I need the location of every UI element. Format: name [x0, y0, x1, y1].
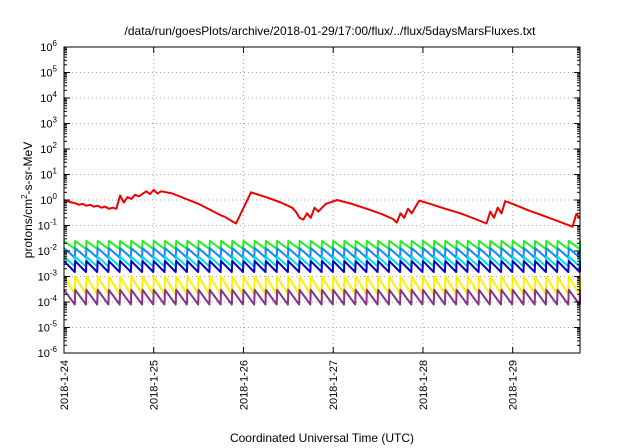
- y-tick-label: 101: [40, 167, 57, 182]
- y-tick-label-base: 10: [40, 68, 52, 80]
- x-tick-label: 2018-1-26: [238, 360, 250, 410]
- x-tick-label: 2018-1-27: [328, 360, 340, 410]
- series-line-6: [63, 275, 581, 296]
- y-tick-label-exp: -4: [50, 294, 58, 303]
- y-tick-label-base: 10: [38, 348, 50, 360]
- y-tick-label: 10-1: [38, 218, 58, 233]
- y-tick-label: 10-3: [38, 269, 58, 284]
- y-tick-label-exp: -1: [50, 218, 58, 227]
- y-tick-label-exp: 2: [53, 141, 58, 150]
- y-tick-label-exp: 3: [53, 116, 58, 125]
- y-tick-label-base: 10: [38, 272, 50, 284]
- y-axis-label-sup: 2: [20, 194, 29, 199]
- y-tick-label-exp: -6: [50, 345, 58, 354]
- y-axis-label-base: protons/cm: [21, 199, 35, 258]
- y-tick-label-base: 10: [38, 221, 50, 233]
- y-tick-label: 103: [40, 116, 57, 131]
- y-tick-label-base: 10: [38, 323, 50, 335]
- x-tick-label: 2018-1-24: [59, 360, 71, 410]
- y-tick-label-exp: 5: [53, 65, 58, 74]
- y-tick-label: 10-2: [38, 243, 58, 258]
- y-tick-label: 102: [40, 141, 57, 156]
- y-axis-label-rest: -s-sr-MeV: [21, 142, 35, 195]
- y-tick-label-base: 10: [40, 144, 52, 156]
- y-tick-label-exp: -2: [50, 243, 58, 252]
- y-tick-label-base: 10: [40, 119, 52, 131]
- y-axis-label: protons/cm2-s-sr-MeV: [20, 142, 35, 258]
- y-tick-label-base: 10: [40, 93, 52, 105]
- y-tick-label-base: 10: [40, 170, 52, 182]
- series-line-2: [63, 239, 581, 250]
- y-tick-label-exp: -5: [50, 320, 58, 329]
- y-tick-label-exp: 4: [53, 90, 58, 99]
- series-line-3: [63, 247, 581, 259]
- y-tick-label: 104: [40, 90, 57, 105]
- x-tick-label: 2018-1-28: [418, 360, 430, 410]
- chart-title: /data/run/goesPlots/archive/2018-01-29/1…: [125, 24, 537, 38]
- y-tick-label-base: 10: [40, 195, 52, 207]
- y-tick-label: 10-5: [38, 320, 58, 335]
- y-tick-label-exp: -3: [50, 269, 58, 278]
- y-tick-label-exp: 6: [53, 39, 58, 48]
- y-tick-label-base: 10: [38, 297, 50, 309]
- x-tick-label: 2018-1-25: [149, 360, 161, 410]
- y-tick-label: 100: [40, 192, 57, 207]
- y-tick-label-base: 10: [38, 246, 50, 258]
- y-tick-label: 10-6: [38, 345, 58, 360]
- y-axis: 10-610-510-410-310-210-11001011021031041…: [38, 39, 580, 360]
- series-group: [63, 188, 581, 306]
- y-tick-label-exp: 1: [53, 167, 58, 176]
- x-axis: 2018-1-24 2018-1-25 2018-1-26 2018-1-27 2018…: [59, 47, 520, 410]
- y-tick-label: 106: [40, 39, 57, 54]
- plot-frame: [63, 46, 581, 354]
- series-line-7: [63, 288, 581, 306]
- series-line-5: [63, 260, 581, 273]
- x-axis-label: Coordinated Universal Time (UTC): [230, 431, 414, 445]
- y-tick-label: 105: [40, 65, 57, 80]
- y-tick-label: 10-4: [38, 294, 58, 309]
- series-line-1: [63, 188, 581, 228]
- y-tick-label-exp: 0: [53, 192, 58, 201]
- y-tick-label-base: 10: [40, 42, 52, 54]
- grid: [64, 47, 580, 353]
- x-tick-label: 2018-1-29: [508, 360, 520, 410]
